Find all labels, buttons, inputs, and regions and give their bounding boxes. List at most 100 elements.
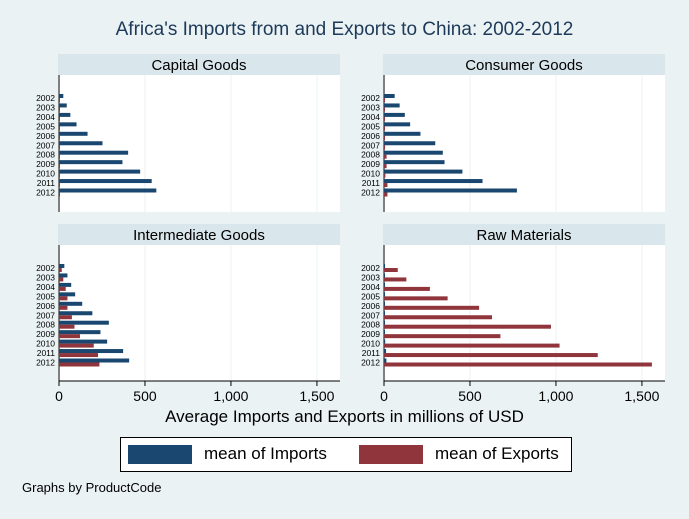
category-label: 2005 <box>36 121 55 131</box>
category-label: 2002 <box>361 93 380 103</box>
category-label: 2007 <box>36 310 55 320</box>
category-label: 2005 <box>36 291 55 301</box>
bar-imports <box>384 358 387 363</box>
category-label: 2003 <box>361 102 380 112</box>
category-label: 2007 <box>36 140 55 150</box>
category-label: 2012 <box>361 358 380 368</box>
panel-plot-area <box>58 245 340 381</box>
category-label: 2008 <box>36 320 55 330</box>
bar-exports <box>59 296 68 301</box>
legend: mean of Imports mean of Exports <box>120 437 572 472</box>
bar-exports <box>384 98 385 102</box>
bar-exports <box>59 192 60 197</box>
bar-exports <box>384 324 551 329</box>
category-label: 2006 <box>361 131 380 141</box>
category-label: 2009 <box>36 159 55 169</box>
bar-imports <box>384 141 436 146</box>
panel-header <box>58 54 340 75</box>
category-label: 2008 <box>361 320 380 330</box>
bar-imports <box>384 188 517 193</box>
legend-swatch-imports <box>128 445 192 464</box>
bar-exports <box>59 305 68 310</box>
bar-exports <box>384 183 388 188</box>
bar-exports <box>59 145 60 150</box>
bar-imports <box>59 311 93 316</box>
bar-exports <box>59 126 60 131</box>
bar-exports <box>384 116 385 121</box>
legend-swatch-exports <box>359 445 423 464</box>
category-label: 2006 <box>36 301 55 311</box>
bar-exports <box>59 315 72 320</box>
category-label: 2011 <box>37 348 56 358</box>
category-label: 2010 <box>36 339 55 349</box>
bar-imports <box>384 94 395 98</box>
bar-imports <box>59 179 152 184</box>
bar-imports <box>59 122 77 127</box>
bar-exports <box>59 98 60 102</box>
category-label: 2011 <box>362 178 381 188</box>
category-label: 2005 <box>361 291 380 301</box>
bar-exports <box>59 362 100 367</box>
bar-imports <box>384 311 385 316</box>
bar-imports <box>384 320 385 325</box>
bar-imports <box>384 264 385 268</box>
bar-imports <box>59 339 108 344</box>
bar-exports <box>384 145 386 150</box>
panel-header <box>58 224 340 245</box>
bar-imports <box>384 169 463 174</box>
bar-exports <box>384 305 480 310</box>
x-tick-label: 1,500 <box>299 388 334 404</box>
bar-exports <box>384 362 652 367</box>
x-tick-label: 1,000 <box>538 388 573 404</box>
bar-imports <box>384 179 483 184</box>
footer-note: Graphs by ProductCode <box>22 480 162 495</box>
bar-exports <box>384 268 398 272</box>
bar-exports <box>59 268 62 272</box>
bar-imports <box>59 103 67 108</box>
category-label: 2011 <box>37 178 56 188</box>
bar-imports <box>384 160 445 165</box>
category-label: 2006 <box>361 301 380 311</box>
bar-imports <box>59 169 141 174</box>
bar-imports <box>59 320 109 325</box>
bar-imports <box>59 160 123 165</box>
bar-imports <box>384 282 385 287</box>
bar-imports <box>59 131 88 136</box>
bar-exports <box>384 164 387 169</box>
bar-exports <box>59 353 99 358</box>
bar-imports <box>384 103 400 108</box>
bar-exports <box>384 353 598 358</box>
bar-imports <box>384 301 385 306</box>
bar-exports <box>59 107 60 112</box>
panel-title: Consumer Goods <box>465 57 583 74</box>
bar-exports <box>384 286 430 291</box>
category-label: 2006 <box>36 131 55 141</box>
bar-exports <box>59 116 60 121</box>
category-label: 2003 <box>36 272 55 282</box>
category-label: 2011 <box>362 348 381 358</box>
panel-title: Capital Goods <box>151 57 246 74</box>
bar-exports <box>384 343 560 348</box>
x-tick-label: 1,500 <box>624 388 659 404</box>
panel-title: Raw Materials <box>476 227 571 244</box>
panel-header <box>383 54 665 75</box>
category-label: 2005 <box>361 121 380 131</box>
category-label: 2009 <box>361 159 380 169</box>
bar-exports <box>384 154 387 159</box>
x-tick-label: 0 <box>380 388 388 404</box>
bar-imports <box>59 292 76 297</box>
bar-exports <box>59 135 60 140</box>
category-label: 2007 <box>361 140 380 150</box>
bar-imports <box>59 349 124 354</box>
category-label: 2010 <box>361 339 380 349</box>
bar-imports <box>384 273 385 278</box>
bar-imports <box>59 188 157 193</box>
x-tick-label: 0 <box>55 388 63 404</box>
bar-imports <box>59 282 72 287</box>
x-tick-label: 500 <box>458 388 482 404</box>
bar-exports <box>384 334 501 339</box>
category-label: 2002 <box>361 263 380 273</box>
bar-exports <box>384 173 386 178</box>
bar-imports <box>59 264 65 268</box>
